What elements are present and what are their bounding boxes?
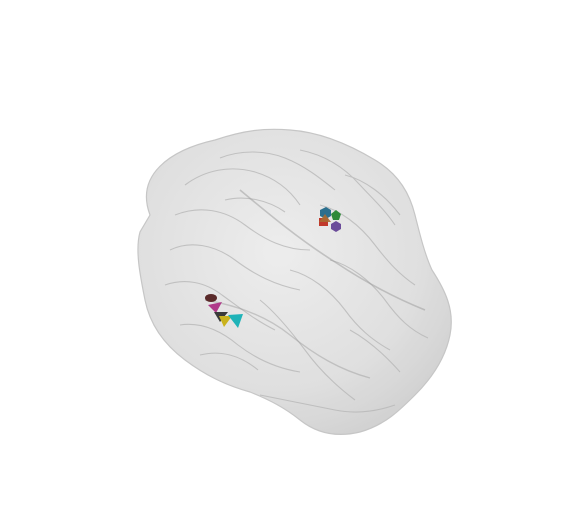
marker-6 [205,294,217,302]
